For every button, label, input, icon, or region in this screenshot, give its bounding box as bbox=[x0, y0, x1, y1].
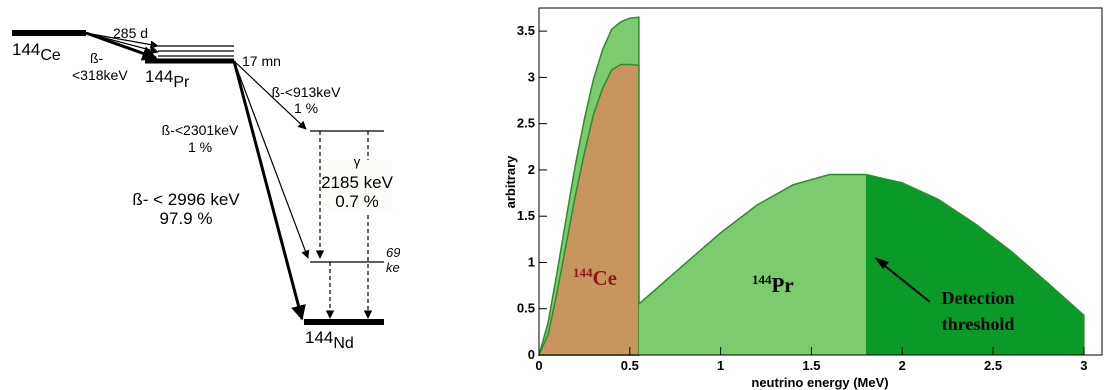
x-tick-label: 1 bbox=[717, 358, 724, 373]
neutrino-spectrum-chart: 0 0.5 1 1.5 2 2.5 3 0 0.5 1 1.5 2 2.5 3 3.5 neutrino e… bbox=[503, 7, 1103, 390]
level-696-unit: keV bbox=[386, 260, 400, 275]
threshold-label-line1: Detection bbox=[942, 288, 1015, 308]
pr-halflife: 17 mn bbox=[242, 53, 281, 69]
level-696-value: 696 bbox=[386, 245, 400, 260]
x-tick-label: 3 bbox=[1080, 358, 1087, 373]
y-tick-label: 1 bbox=[528, 254, 535, 269]
y-tick-label: 1.5 bbox=[517, 208, 535, 223]
y-tick-label: 3 bbox=[528, 69, 535, 84]
ce-label: 144Ce bbox=[12, 40, 61, 64]
ce-halflife: 285 d bbox=[113, 25, 148, 41]
x-tick-label: 2 bbox=[899, 358, 906, 373]
threshold-label-line2: threshold bbox=[942, 314, 1015, 334]
beta-2996-label: ß- < 2996 keV bbox=[132, 190, 240, 209]
y-axis-label: arbitrary bbox=[503, 155, 518, 209]
nd-label: 144Nd bbox=[305, 328, 354, 352]
ce-beta-arrow-main bbox=[85, 31, 158, 61]
beta-2301-percent: 1 % bbox=[188, 139, 212, 155]
beta-2301-label: ß-<2301keV bbox=[162, 122, 239, 138]
x-tick-label: 0.5 bbox=[621, 358, 639, 373]
pr-spectrum-line bbox=[638, 173, 1085, 355]
pr-spectrum-label: 144Pr bbox=[752, 272, 794, 297]
ce-spectrum-area bbox=[537, 63, 640, 356]
y-tick-label: 2 bbox=[528, 162, 535, 177]
x-tick-label: 0 bbox=[535, 358, 542, 373]
y-tick-label: 3.5 bbox=[517, 23, 535, 38]
beta-2301-arrow bbox=[233, 60, 310, 259]
y-tick-label: 0 bbox=[528, 347, 535, 362]
ce-beta-label-2: <318keV bbox=[72, 67, 128, 83]
beta-913-arrow bbox=[233, 60, 307, 130]
gamma-percent-label: 0.7 % bbox=[335, 192, 378, 211]
beta-2996-percent: 97.9 % bbox=[160, 209, 213, 228]
axis-ticks: 0 0.5 1 1.5 2 2.5 3 0 0.5 1 1.5 2 2.5 3 3.5 bbox=[517, 23, 1088, 373]
plot-frame bbox=[538, 7, 1103, 356]
spectrum-areas bbox=[537, 16, 1085, 356]
decay-scheme-diagram: 144Ce 144Pr 144Nd 285 d 17 mn ß- <318keV… bbox=[12, 25, 400, 352]
y-tick-label: 2.5 bbox=[517, 116, 535, 131]
x-axis-label: neutrino energy (MeV) bbox=[751, 375, 888, 390]
y-tick-label: 0.5 bbox=[517, 301, 535, 316]
gamma-label-background bbox=[322, 160, 392, 212]
pr-spectrum-area-above-threshold bbox=[865, 174, 1084, 355]
gamma-energy-label: 2185 keV bbox=[321, 173, 393, 192]
beta-913-percent: 1 % bbox=[294, 100, 318, 116]
beta-2996-arrow bbox=[232, 60, 306, 321]
ce-beta-arrow-1 bbox=[85, 32, 159, 49]
x-tick-label: 2.5 bbox=[984, 358, 1002, 373]
beta-913-label: ß-<913keV bbox=[272, 84, 342, 100]
gamma-symbol: γ bbox=[354, 154, 361, 169]
threshold-arrow-head bbox=[874, 257, 889, 269]
ce-beta-label-1: ß- bbox=[90, 50, 104, 66]
pr-spectrum-area-below-threshold bbox=[638, 174, 866, 355]
x-tick-label: 1.5 bbox=[802, 358, 820, 373]
threshold-arrow bbox=[879, 261, 931, 303]
pr-label: 144Pr bbox=[145, 67, 190, 91]
ce-spectrum-label: 144Ce bbox=[573, 265, 617, 290]
